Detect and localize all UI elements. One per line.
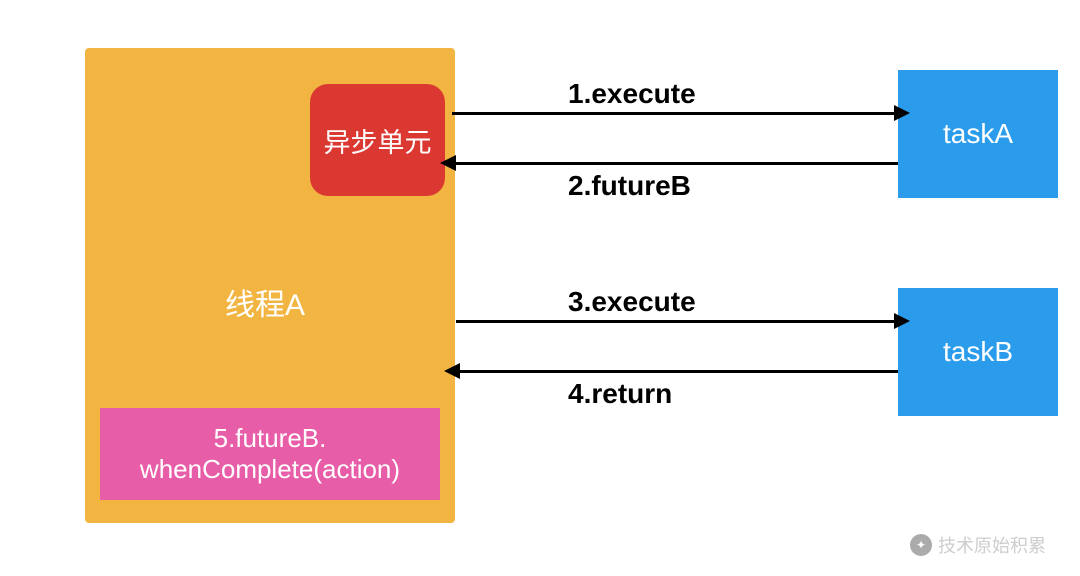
- arrow-a3: [456, 320, 898, 323]
- arrow-label-a3: 3.execute: [568, 286, 696, 318]
- arrow-a2: [452, 162, 898, 165]
- watermark-text: 技术原始积累: [938, 532, 1046, 558]
- arrow-head-a2: [440, 155, 456, 171]
- future-complete-box: 5.futureB. whenComplete(action): [100, 408, 440, 500]
- arrow-label-a1: 1.execute: [568, 78, 696, 110]
- arrow-head-a1: [894, 105, 910, 121]
- pink-line1: 5.futureB.: [214, 423, 327, 454]
- watermark: ✦ 技术原始积累: [910, 532, 1046, 558]
- arrow-head-a3: [894, 313, 910, 329]
- async-unit-label: 异步单元: [324, 121, 432, 160]
- wechat-icon: ✦: [910, 534, 932, 556]
- arrow-a1: [452, 112, 898, 115]
- task-box-taskB: taskB: [898, 288, 1058, 416]
- pink-line2: whenComplete(action): [140, 454, 400, 485]
- async-unit-box: 异步单元: [310, 84, 445, 196]
- task-label: taskB: [943, 336, 1013, 368]
- task-box-taskA: taskA: [898, 70, 1058, 198]
- arrow-a4: [456, 370, 898, 373]
- thread-a-label: 线程A: [225, 280, 305, 324]
- arrow-head-a4: [444, 363, 460, 379]
- arrow-label-a2: 2.futureB: [568, 170, 691, 202]
- arrow-label-a4: 4.return: [568, 378, 672, 410]
- task-label: taskA: [943, 118, 1013, 150]
